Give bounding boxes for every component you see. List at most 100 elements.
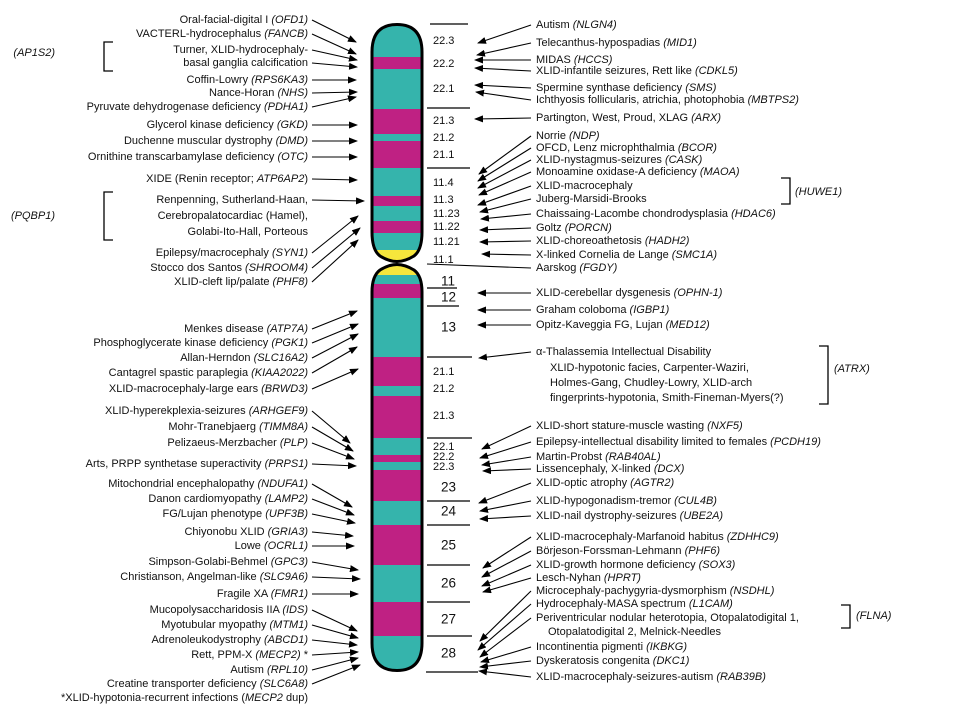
leader-arrow-rab39b (478, 668, 532, 678)
leader-arrow-mecp2 (311, 649, 359, 657)
disease-label-dcx: Lissencephaly, X-linked (DCX) (536, 463, 685, 475)
chromosome-bands (372, 264, 422, 671)
leader-arrow-kiaa2022 (311, 346, 358, 374)
disease-label-cask: XLID-nystagmus-seizures (CASK) (536, 154, 703, 166)
disease-label-xlid-macrocephaly: XLID-macrocephaly (536, 180, 633, 192)
band-label-11-21: 11.21 (433, 236, 460, 248)
leader-arrow-smc1a (481, 250, 532, 258)
disease-label-otc: Ornithine transcarbamylase deficiency (O… (88, 151, 308, 163)
disease-label-upf3b: FG/Lujan phenotype (UPF3B) (162, 508, 308, 520)
disease-label-lamp2: Danon cardiomyopathy (LAMP2) (148, 493, 308, 505)
disease-label-ube2a: XLID-nail dystrophy-seizures (UBE2A) (536, 510, 723, 522)
disease-label-nsdhl: Microcephaly-pachygyria-dysmorphism (NSD… (536, 585, 775, 597)
group-bracket-pqbp1 (103, 191, 113, 241)
leader-arrow-basal-ganglia-calcification (311, 62, 358, 70)
band-21-2 (372, 134, 422, 141)
disease-label-mbtps2: Ichthyosis follicularis, atrichia, photo… (536, 94, 799, 106)
leader-arrow-shroom4 (311, 227, 361, 269)
leader-arrow-turner-xlid-hydrocephaly (311, 49, 358, 62)
leader-arrow-juberg-marsidi-brooks (479, 198, 532, 214)
disease-label-cul4b: XLID-hypogonadism-tremor (CUL4B) (536, 495, 717, 507)
leader-arrow-plp (311, 442, 355, 460)
leader-arrow-syn1 (311, 215, 359, 254)
band-28 (372, 636, 422, 671)
leader-arrow-lamp2 (311, 498, 355, 516)
group-bracket-atrx (819, 345, 829, 405)
disease-label-ndufa1: Mitochondrial encephalopathy (NDUFA1) (108, 478, 308, 490)
disease-label-sms: Spermine synthase deficiency (SMS) (536, 82, 717, 94)
bracket-label-atrx: (ATRX) (834, 363, 870, 375)
band-11-4 (372, 168, 422, 196)
band-12 (372, 284, 422, 298)
disease-label-gria3: Chiyonobu XLID (GRIA3) (184, 526, 308, 538)
bracket-label-flna: (FLNA) (856, 610, 892, 622)
leader-arrow-phf8 (311, 239, 359, 283)
disease-label-nlgn4: Autism (NLGN4) (536, 19, 617, 31)
leader-arrow-ndp (478, 135, 532, 175)
band-21-3 (372, 396, 422, 438)
disease-label-arhgef9: XLID-hyperekplexia-seizures (ARHGEF9) (105, 405, 308, 417)
leader-arrow-renpenning-sutherland-haan (311, 197, 365, 205)
band-23 (372, 470, 422, 501)
leader-arrow-nxf5 (481, 425, 532, 450)
band-label-22-3: 22.3 (433, 461, 454, 473)
band-label-22-2: 22.2 (433, 58, 454, 70)
disease-label-hadh2: XLID-choreoathetosis (HADH2) (536, 235, 690, 247)
leader-arrow-ube2a (479, 515, 532, 523)
disease-label-syn1: Epilepsy/macrocephaly (SYN1) (156, 247, 309, 259)
band-label-13: 13 (441, 320, 456, 335)
disease-label-shroom4: Stocco dos Santos (SHROOM4) (150, 262, 308, 274)
leader-arrow-prps1 (311, 462, 357, 470)
disease-label-dmd: Duchenne muscular dystrophy (DMD) (124, 135, 308, 147)
disease-label-ophn-1: XLID-cerebellar dysgenesis (OPHN-1) (536, 287, 723, 299)
band-label-21-1: 21.1 (433, 149, 454, 161)
leader-arrow-sms (474, 81, 532, 89)
disease-label-gkd: Glycerol kinase deficiency (GKD) (147, 119, 309, 131)
disease-label-igbp1: Graham coloboma (IGBP1) (536, 304, 670, 316)
disease-label-fancb: VACTERL-hydrocephalus (FANCB) (136, 28, 308, 40)
disease-label-kiaa2022: Cantagrel spastic paraplegia (KIAA2022) (109, 367, 309, 379)
disease-label-thalassemia-intellectual-disability: α-Thalassemia Intellectual Disability (536, 346, 712, 358)
disease-label-sox3: XLID-growth hormone deficiency (SOX3) (536, 559, 736, 571)
leader-arrow-mbtps2 (475, 89, 532, 101)
band-21-1 (372, 357, 422, 386)
disease-label-timm8a: Mohr-Tranebjaerg (TIMM8A) (168, 421, 308, 433)
band-21-1 (372, 141, 422, 168)
band-24 (372, 501, 422, 525)
leader-arrow-mid1 (476, 42, 532, 57)
leader-arrow-periventricular-nodular-heterotopia-otop (479, 617, 532, 658)
disease-label-holmes-gang-chudley-lowry-xlid-arch: Holmes-Gang, Chudley-Lowry, XLID-arch (550, 377, 752, 389)
disease-label-rab40al: Martin-Probst (RAB40AL) (536, 451, 661, 463)
disease-label-pgk1: Phosphoglycerate kinase deficiency (PGK1… (93, 337, 308, 349)
leader-arrow-slc6a8 (311, 664, 361, 685)
p-arm-outline (370, 22, 424, 264)
disease-label-maoa: Monoamine oxidase-A deficiency (MAOA) (536, 166, 740, 178)
leader-arrow-l1cam (477, 603, 532, 651)
disease-label-golabi-ito-hall-porteous: Golabi-Ito-Hall, Porteous (188, 226, 309, 238)
leader-arrow-ndufa1 (311, 483, 353, 508)
band-label-21-1: 21.1 (433, 366, 454, 378)
disease-label-mid1: Telecanthus-hypospadias (MID1) (536, 37, 697, 49)
leader-arrow-hprt (482, 577, 532, 594)
band-11-22 (372, 221, 422, 233)
band-21-2 (372, 386, 422, 396)
band-27 (372, 602, 422, 636)
leader-arrow-fgdy (426, 263, 532, 269)
band-22-3 (372, 462, 422, 470)
chromosome-bands (372, 24, 422, 262)
group-bracket-flna (841, 604, 851, 629)
band-25 (372, 525, 422, 565)
leader-arrow-dkc1 (479, 660, 532, 670)
disease-label-periventricular-nodular-heterotopia-otop: Periventricular nodular heterotopia, Oto… (536, 612, 799, 624)
disease-label-hprt: Lesch-Nyhan (HPRT) (536, 572, 641, 584)
disease-label-agtr2: XLID-optic atrophy (AGTR2) (536, 477, 674, 489)
band-22-1 (372, 438, 422, 455)
band-11 (372, 275, 422, 284)
disease-label-bcor: OFCD, Lenz microphthalmia (BCOR) (536, 142, 717, 154)
band-label-24: 24 (441, 504, 457, 519)
q-arm-outline (370, 262, 424, 673)
leader-arrow-nhs (311, 88, 358, 96)
disease-label-rpl10: Autism (RPL10) (230, 664, 308, 676)
band-label-21-2: 21.2 (433, 383, 454, 395)
